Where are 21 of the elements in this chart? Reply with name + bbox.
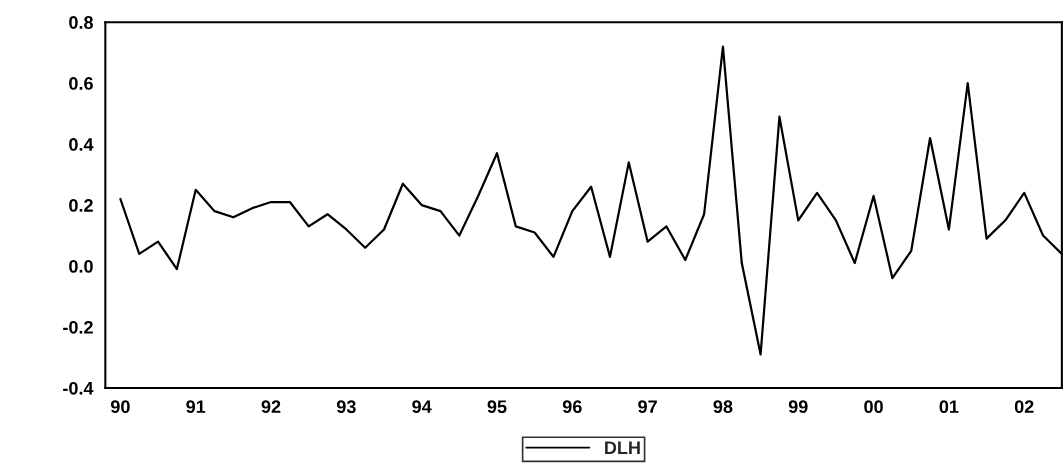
x-tick-label: 98 xyxy=(713,400,733,414)
x-tick-label: 01 xyxy=(939,400,959,414)
y-tick-label: 0.4 xyxy=(69,138,94,151)
legend-label: DLH xyxy=(605,441,640,454)
x-tick-label: 92 xyxy=(261,400,281,414)
x-tick-label: 93 xyxy=(336,400,356,414)
x-tick-label: 94 xyxy=(412,400,432,414)
x-tick-label: 90 xyxy=(110,400,130,414)
x-tick-label: 95 xyxy=(487,400,507,414)
x-tick-label: 99 xyxy=(788,400,808,414)
x-tick-label: 91 xyxy=(186,400,206,414)
x-tick-label: 02 xyxy=(1014,400,1034,414)
y-tick-label: -0.4 xyxy=(63,381,94,395)
y-tick-label: -0.2 xyxy=(63,320,93,334)
x-tick-label: 97 xyxy=(638,400,657,414)
y-tick-label: 0.8 xyxy=(69,16,93,29)
y-tick-label: 0.6 xyxy=(69,77,93,90)
x-tick-label: 96 xyxy=(562,400,582,414)
y-tick-label: 0.0 xyxy=(69,259,93,273)
x-tick-label: 00 xyxy=(864,400,883,414)
y-tick-label: 0.2 xyxy=(69,199,93,212)
